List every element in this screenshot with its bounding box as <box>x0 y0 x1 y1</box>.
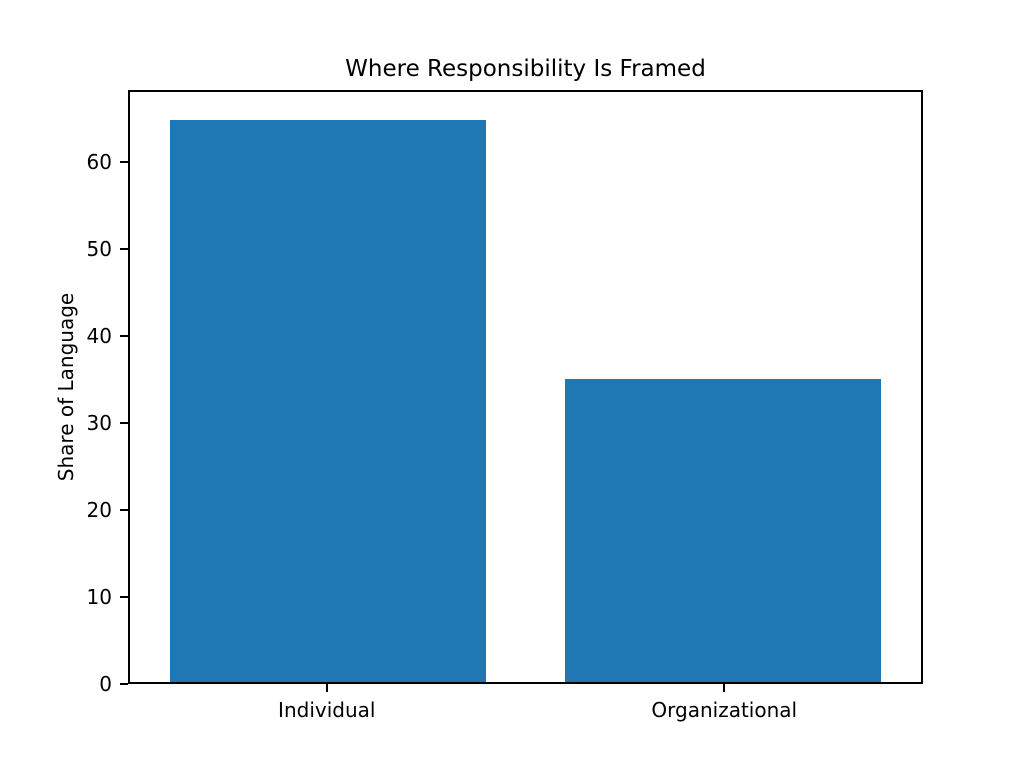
y-tick-mark <box>120 508 128 511</box>
y-axis-label: Share of Language <box>54 292 78 482</box>
x-tick-label-individual: Individual <box>278 698 376 722</box>
plot-area <box>128 90 923 684</box>
y-tick-label: 60 <box>86 149 112 174</box>
y-tick-label: 30 <box>86 410 112 435</box>
y-tick-mark <box>120 160 128 163</box>
y-tick-label: 40 <box>86 323 112 348</box>
y-tick-mark <box>120 247 128 250</box>
y-tick-label: 50 <box>86 236 112 261</box>
chart-title: Where Responsibility Is Framed <box>345 56 706 82</box>
bar-individual <box>169 120 486 682</box>
y-tick-mark <box>120 334 128 337</box>
x-tick-label-organizational: Organizational <box>651 698 798 722</box>
y-tick-label: 20 <box>86 497 112 522</box>
bar-organizational <box>565 379 882 682</box>
x-tick-mark <box>325 684 328 692</box>
y-tick-mark <box>120 595 128 598</box>
y-tick-mark <box>120 421 128 424</box>
y-tick-mark <box>120 683 128 685</box>
x-tick-mark <box>723 684 726 692</box>
y-tick-label: 0 <box>99 672 112 696</box>
y-tick-label: 10 <box>86 584 112 609</box>
